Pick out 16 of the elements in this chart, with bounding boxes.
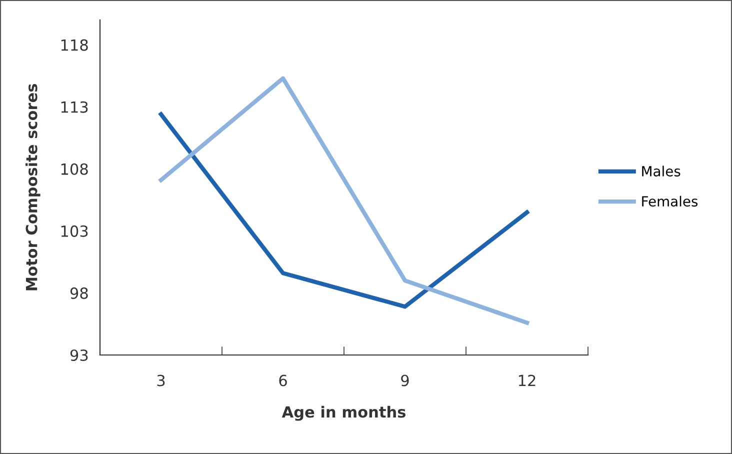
y-tick-label: 108 — [61, 163, 88, 175]
y-tick-label: 118 — [61, 39, 88, 51]
y-tick-label: 98 — [70, 287, 88, 299]
x-tick-label: 6 — [279, 374, 287, 386]
x-tick-label: 9 — [401, 374, 409, 386]
line-series — [158, 112, 530, 309]
x-tick-label: 3 — [157, 374, 165, 386]
legend-label: Females — [642, 196, 698, 207]
y-tick-label: 93 — [70, 349, 88, 362]
y-tick-label: 113 — [61, 101, 88, 113]
legend-label: Males — [642, 166, 680, 176]
x-axis-title: Age in months — [282, 406, 406, 421]
y-tick-label: 103 — [61, 225, 88, 237]
line-series — [158, 76, 530, 325]
x-tick-label: 12 — [518, 374, 536, 386]
y-axis-title: Motor Composite scores — [25, 84, 40, 290]
